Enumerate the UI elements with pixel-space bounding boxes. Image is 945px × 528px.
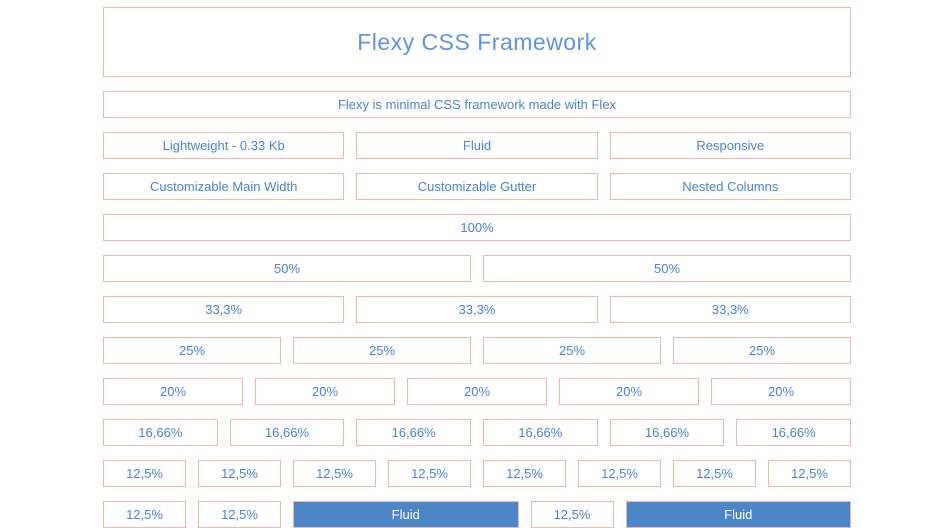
grid-cell: 20% bbox=[559, 378, 699, 405]
grid-cell: 16,66% bbox=[482, 419, 598, 446]
cell-label: 12,5% bbox=[126, 507, 163, 522]
grid-cell: 12,5% bbox=[673, 460, 756, 487]
grid-cell: 16,66% bbox=[103, 419, 218, 446]
cell-label: 12,5% bbox=[411, 466, 448, 481]
cell-label: Fluid bbox=[391, 507, 420, 522]
page-title: Flexy CSS Framework bbox=[357, 28, 597, 55]
grid-cell: Customizable Gutter bbox=[356, 173, 598, 200]
cell-label: 12,5% bbox=[506, 466, 543, 481]
grid-cell: 12,5% bbox=[388, 460, 471, 487]
cell-label: Responsive bbox=[696, 138, 765, 153]
cell-label: 16,66% bbox=[138, 425, 183, 440]
title-box: Flexy CSS Framework bbox=[103, 7, 851, 77]
cell-label: 12,5% bbox=[553, 507, 591, 522]
page-subtitle: Flexy is minimal CSS framework made with… bbox=[337, 97, 617, 112]
cell-label: 25% bbox=[178, 343, 206, 358]
cell-label: 12,5% bbox=[601, 466, 638, 481]
grid-cell: 12,5% bbox=[198, 501, 281, 528]
cell-label: 50% bbox=[653, 261, 681, 276]
grid-row-eighths: 12,5% 12,5% 12,5% 12,5% 12,5% 12,5% 12,5% 12,5% bbox=[97, 460, 857, 487]
cell-label: 20% bbox=[463, 384, 491, 399]
cell-label: 12,5% bbox=[791, 466, 828, 481]
grid-cell: 16,66% bbox=[609, 419, 725, 446]
grid-cell: 50% bbox=[103, 255, 471, 282]
cell-label: 12,5% bbox=[316, 466, 353, 481]
title-row: Flexy CSS Framework bbox=[97, 7, 857, 77]
grid-row-mixed-fluid: 12,5% 12,5% Fluid 12,5% Fluid bbox=[97, 501, 857, 528]
grid-cell: 12,5% bbox=[103, 460, 186, 487]
grid-cell: 33,3% bbox=[356, 296, 598, 323]
cell-label: 16,66% bbox=[771, 425, 816, 440]
cell-label: Customizable Gutter bbox=[417, 179, 537, 194]
cell-label: 12,5% bbox=[696, 466, 733, 481]
grid-cell: 12,5% bbox=[293, 460, 376, 487]
grid-cell: Customizable Main Width bbox=[103, 173, 345, 200]
cell-label: 25% bbox=[368, 343, 396, 358]
grid-cell: 25% bbox=[103, 337, 281, 364]
subtitle-row: Flexy is minimal CSS framework made with… bbox=[97, 91, 857, 118]
grid-cell: 20% bbox=[255, 378, 395, 405]
cell-label: 33,3% bbox=[711, 302, 749, 317]
grid-row-thirds: 33,3% 33,3% 33,3% bbox=[97, 296, 857, 323]
grid-cell: 20% bbox=[103, 378, 243, 405]
grid-cell: 16,66% bbox=[356, 419, 471, 446]
cell-label: 25% bbox=[558, 343, 586, 358]
grid-cell: 33,3% bbox=[103, 296, 345, 323]
subtitle-box: Flexy is minimal CSS framework made with… bbox=[103, 91, 851, 118]
grid-row-quarters: 25% 25% 25% 25% bbox=[97, 337, 857, 364]
grid-cell: Responsive bbox=[609, 132, 851, 159]
grid-cell: 16,66% bbox=[229, 419, 345, 446]
cell-label: 16,66% bbox=[391, 425, 436, 440]
cell-label: 33,3% bbox=[205, 302, 243, 317]
cell-label: 12,5% bbox=[221, 507, 258, 522]
fluid-cell: Fluid bbox=[293, 501, 519, 528]
cell-label: Lightweight - 0.33 Kb bbox=[162, 138, 285, 153]
grid-cell: 12,5% bbox=[530, 501, 614, 528]
grid-cell: 100% bbox=[103, 214, 851, 241]
feature-feature-row-2: Customizable Main Width Customizable Gutt… bbox=[97, 173, 857, 200]
feature-rows: Lightweight - 0.33 Kb Fluid Responsive Cust… bbox=[103, 132, 851, 200]
fluid-cell: Fluid bbox=[625, 501, 851, 528]
cell-label: 50% bbox=[273, 261, 301, 276]
grid-cell: 20% bbox=[711, 378, 851, 405]
cell-label: 16,66% bbox=[518, 425, 563, 440]
cell-label: Nested Columns bbox=[682, 179, 779, 194]
grid-cell: 33,3% bbox=[609, 296, 851, 323]
grid-row-fifths: 20% 20% 20% 20% 20% bbox=[97, 378, 857, 405]
cell-label: 20% bbox=[615, 384, 643, 399]
grid-cell: 12,5% bbox=[483, 460, 566, 487]
grid-cell: 25% bbox=[293, 337, 471, 364]
grid-cell: 16,66% bbox=[736, 419, 851, 446]
grid-cell: Lightweight - 0.33 Kb bbox=[103, 132, 345, 159]
cell-label: 100% bbox=[460, 220, 494, 235]
cell-label: Customizable Main Width bbox=[149, 179, 298, 194]
cell-label: 20% bbox=[159, 384, 187, 399]
cell-label: 33,3% bbox=[458, 302, 496, 317]
grid-cell: Nested Columns bbox=[609, 173, 851, 200]
grid-cell: 25% bbox=[673, 337, 851, 364]
cell-label: 16,66% bbox=[644, 425, 689, 440]
cell-label: 25% bbox=[748, 343, 776, 358]
cell-label: 20% bbox=[311, 384, 339, 399]
grid-cell: 12,5% bbox=[768, 460, 851, 487]
cell-label: 16,66% bbox=[264, 425, 310, 440]
grid-rows: 100% 50% 50% 33,3% 33,3% 33,3% 25% 25% 25% 25% 20%… bbox=[103, 214, 851, 528]
cell-label: 20% bbox=[767, 384, 795, 399]
feature-feature-row-1: Lightweight - 0.33 Kb Fluid Responsive bbox=[97, 132, 857, 159]
grid-row-halves: 50% 50% bbox=[97, 255, 857, 282]
grid-cell: 20% bbox=[407, 378, 547, 405]
grid-cell: Fluid bbox=[356, 132, 598, 159]
grid-cell: 50% bbox=[483, 255, 851, 282]
grid-row-full: 100% bbox=[97, 214, 857, 241]
cell-label: Fluid bbox=[724, 507, 753, 522]
grid-row-sixths: 16,66% 16,66% 16,66% 16,66% 16,66% 16,66% bbox=[97, 419, 857, 446]
grid-cell: 12,5% bbox=[578, 460, 661, 487]
grid-cell: 12,5% bbox=[198, 460, 281, 487]
grid-cell: 12,5% bbox=[103, 501, 186, 528]
grid-cell: 25% bbox=[483, 337, 661, 364]
main-container: Flexy CSS Framework Flexy is minimal CSS… bbox=[103, 0, 851, 528]
cell-label: Fluid bbox=[462, 138, 492, 153]
cell-label: 12,5% bbox=[126, 466, 163, 481]
cell-label: 12,5% bbox=[221, 466, 258, 481]
